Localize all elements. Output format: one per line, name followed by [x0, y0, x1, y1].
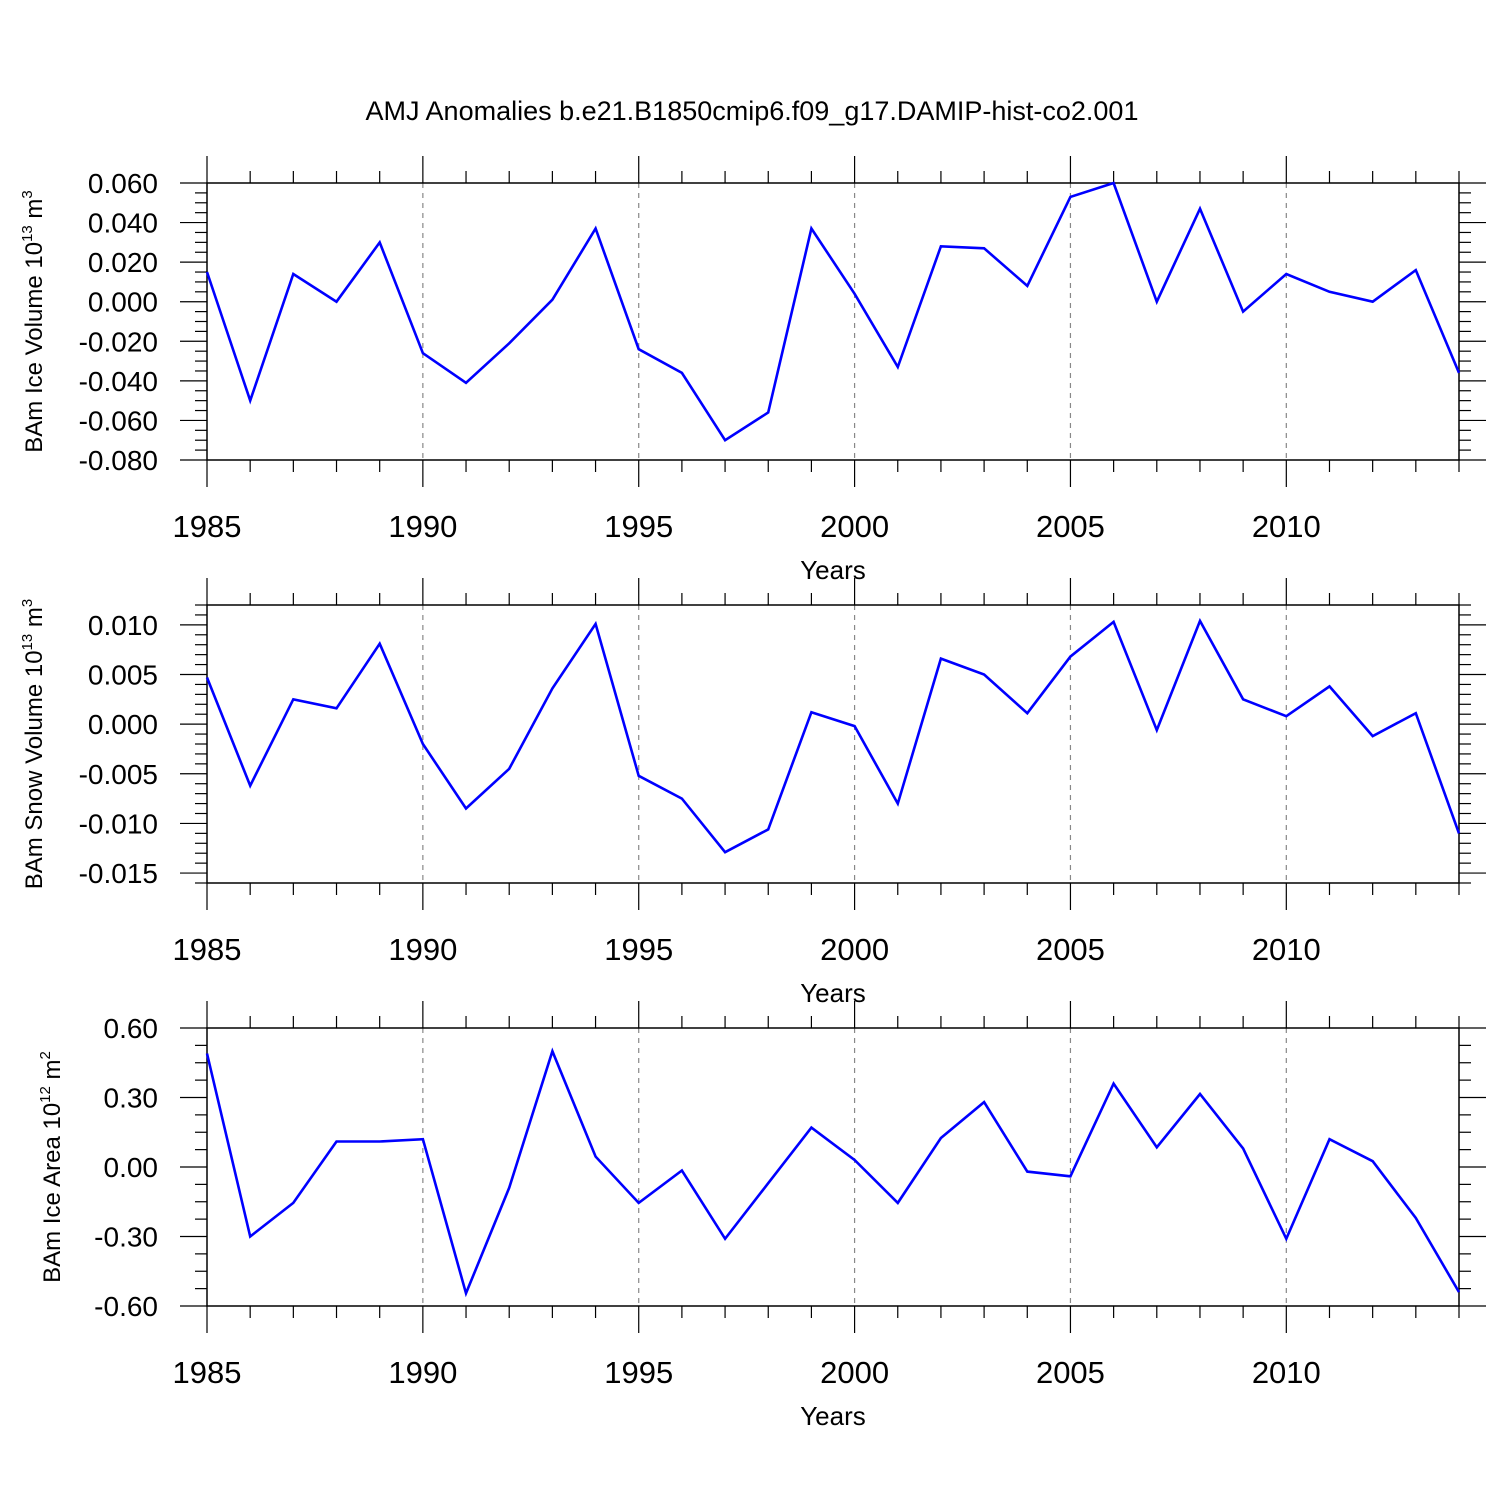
y-axis-label: BAm Ice Area 1012 m2 — [37, 1051, 66, 1283]
y-tick-label: 0.60 — [104, 1013, 159, 1044]
x-axis-label: Years — [800, 555, 866, 585]
series-line — [205, 1047, 1461, 1298]
y-axis-label: BAm Ice Volume 1013 m3 — [19, 190, 48, 452]
y-tick-label: 0.000 — [88, 709, 158, 740]
y-axis-label-text: BAm Snow Volume 10 — [21, 650, 48, 889]
y-axis-label-superscript: 12 — [37, 1086, 54, 1103]
y-tick-label: 0.020 — [88, 247, 158, 278]
panel-ice-volume: -0.080 -0.060 -0.040 -0.020 0.000 0.020 0.040 0… — [19, 156, 1486, 585]
x-axis-label: Years — [800, 978, 866, 1008]
y-tick-label: -0.30 — [94, 1222, 158, 1253]
x-tick-label: 1995 — [604, 1355, 673, 1390]
y-axis-label: BAm Snow Volume 1013 m3 — [19, 599, 48, 890]
y-tick-label: -0.060 — [79, 405, 158, 436]
y-axis-label-superscript: 13 — [19, 225, 36, 242]
y-tick-label: -0.60 — [94, 1291, 158, 1322]
y-tick-label: 0.000 — [88, 287, 158, 318]
x-tick-label: 1990 — [388, 1355, 457, 1390]
series-line — [205, 617, 1461, 854]
y-tick-label: 0.010 — [88, 610, 158, 641]
y-tick-label: 0.30 — [104, 1083, 159, 1114]
y-axis-label-text: m — [21, 607, 48, 634]
x-tick-label: 2010 — [1252, 509, 1321, 544]
y-axis-label-text: BAm Ice Volume 10 — [21, 242, 48, 453]
plot-frame — [206, 182, 1460, 461]
x-tick-label: 1990 — [388, 509, 457, 544]
plot-frame — [206, 604, 1460, 884]
x-tick-label: 1990 — [388, 932, 457, 967]
x-tick-label: 2005 — [1036, 932, 1105, 967]
y-tick-label: -0.020 — [79, 326, 158, 357]
y-tick-label: -0.010 — [79, 808, 158, 839]
panel-snow-volume: -0.015 -0.010 -0.005 0.000 0.005 0.010 1985 199… — [19, 578, 1486, 1008]
x-axis-label: Years — [800, 1401, 866, 1431]
y-tick-label: -0.080 — [79, 445, 158, 476]
x-tick-label: 2010 — [1252, 1355, 1321, 1390]
y-tick-label: -0.005 — [79, 759, 158, 790]
y-tick-label: -0.015 — [79, 858, 158, 889]
x-tick-label: 2000 — [820, 1355, 889, 1390]
x-tick-label: 2000 — [820, 932, 889, 967]
y-axis-label-superscript: 3 — [19, 190, 36, 198]
figure-title: AMJ Anomalies b.e21.B1850cmip6.f09_g17.D… — [366, 96, 1139, 126]
x-tick-label: 1985 — [173, 1355, 242, 1390]
y-axis-label-text: BAm Ice Area 10 — [39, 1103, 66, 1283]
x-tick-label: 1985 — [173, 509, 242, 544]
plot-frame — [206, 1027, 1460, 1307]
x-tick-label: 2000 — [820, 509, 889, 544]
y-axis-label-text: m — [39, 1059, 66, 1086]
x-tick-label: 2010 — [1252, 932, 1321, 967]
y-tick-label: 0.005 — [88, 660, 158, 691]
x-tick-label: 2005 — [1036, 509, 1105, 544]
x-tick-label: 1985 — [173, 932, 242, 967]
y-tick-label: 0.040 — [88, 208, 158, 239]
x-tick-label: 1995 — [604, 932, 673, 967]
y-tick-label: 0.060 — [88, 168, 158, 199]
y-axis-label-superscript: 2 — [37, 1051, 54, 1059]
series-line — [205, 181, 1461, 442]
y-tick-label: -0.040 — [79, 366, 158, 397]
y-axis-label-superscript: 13 — [19, 634, 36, 651]
panel-ice-area: -0.60 -0.30 0.00 0.30 0.60 1985 1990 1995 2000 20… — [37, 1001, 1486, 1431]
y-axis-label-superscript: 3 — [19, 599, 36, 607]
y-tick-label: 0.00 — [104, 1152, 159, 1183]
y-axis-label-text: m — [21, 199, 48, 226]
x-tick-label: 1995 — [604, 509, 673, 544]
x-tick-label: 2005 — [1036, 1355, 1105, 1390]
